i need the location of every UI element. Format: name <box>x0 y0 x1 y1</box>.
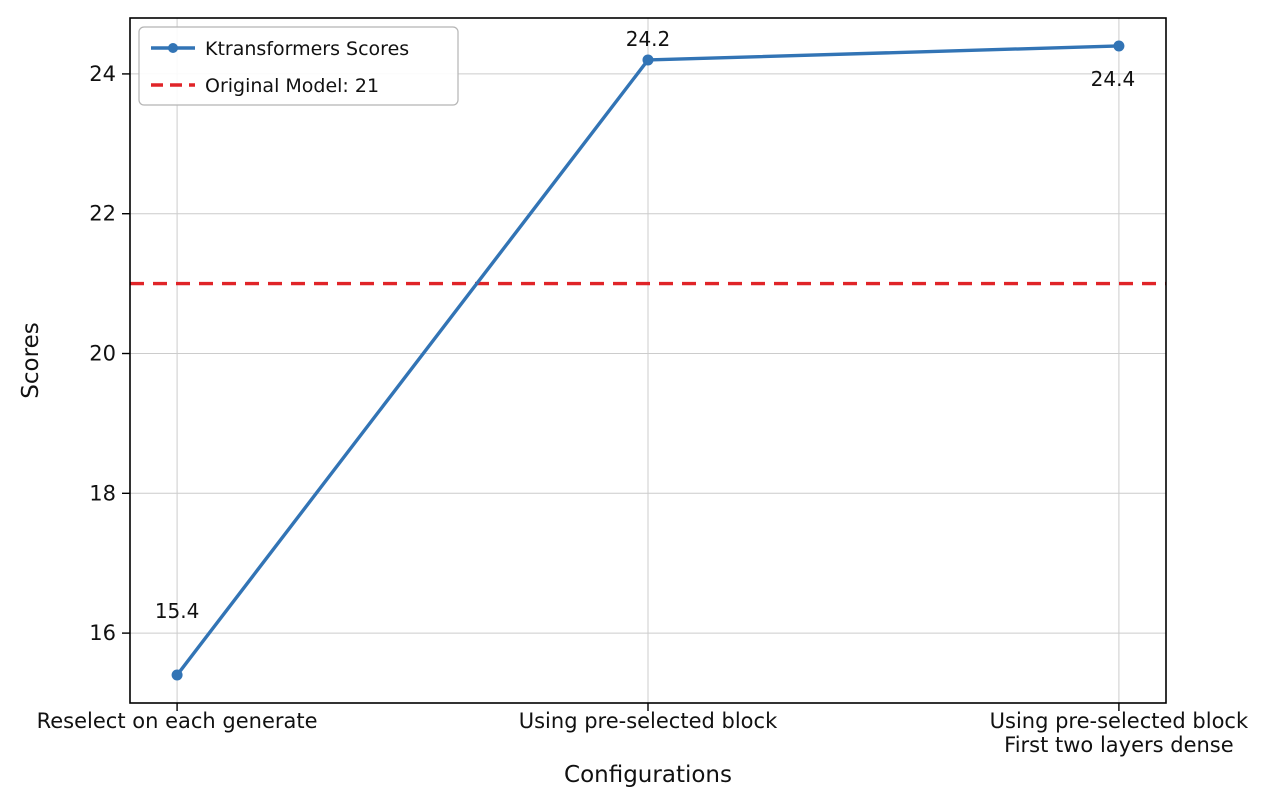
x-axis-label: Configurations <box>564 762 732 788</box>
x-tick-label: Using pre-selected block <box>519 709 778 733</box>
value-label: 24.4 <box>1091 67 1136 91</box>
data-point <box>171 669 183 681</box>
y-axis-label: Scores <box>18 322 44 398</box>
data-point <box>642 54 654 66</box>
data-point <box>1113 40 1125 52</box>
x-tick-label: Reselect on each generate <box>37 709 318 733</box>
value-label: 24.2 <box>626 27 671 51</box>
legend-box <box>138 26 459 106</box>
y-tick-label: 16 <box>89 621 116 645</box>
value-label: 15.4 <box>155 599 200 623</box>
y-tick-label: 18 <box>89 481 116 505</box>
y-tick-label: 24 <box>89 62 116 86</box>
legend-series-label: Ktransformers Scores <box>205 38 409 60</box>
x-tick-label: First two layers dense <box>1004 733 1234 757</box>
y-tick-label: 22 <box>89 202 116 226</box>
y-tick-label: 20 <box>89 342 116 366</box>
legend-series-marker <box>168 43 178 53</box>
legend-reference-label: Original Model: 21 <box>205 75 379 97</box>
x-tick-label: Using pre-selected block <box>990 709 1249 733</box>
